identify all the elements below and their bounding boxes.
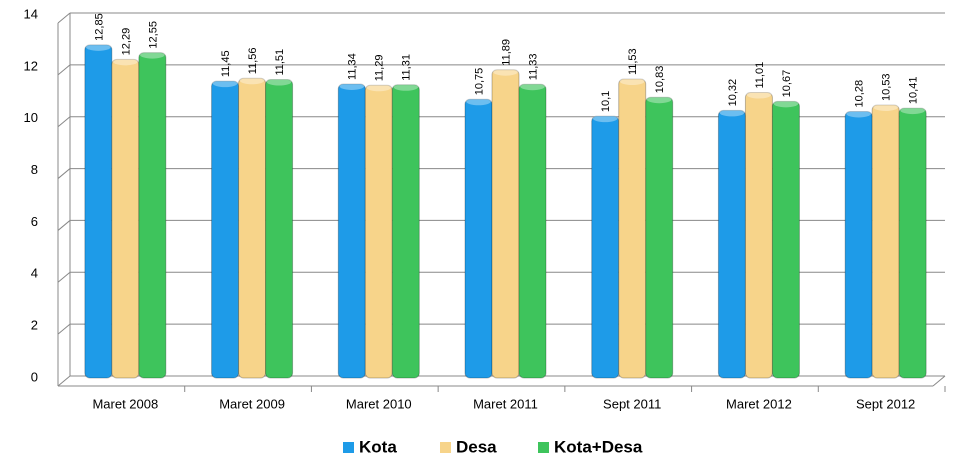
y-tick-label: 2 [31,318,38,333]
value-label: 10,67 [781,70,793,98]
bar-top [900,106,926,115]
bar [898,107,927,379]
bar-top [646,95,672,104]
bar-top [266,77,292,86]
x-tick-label: Maret 2009 [219,396,285,411]
value-label: 11,31 [401,54,413,81]
bar [771,100,800,379]
bar [844,110,873,379]
grid-line-depth [57,323,71,335]
bar [618,78,647,379]
bar-top [846,109,872,118]
bar [717,109,746,379]
bar-top [619,77,645,86]
value-label: 12,29 [120,28,132,56]
legend-label: Kota+Desa [554,437,643,456]
x-tick-label: Maret 2012 [726,396,792,411]
bar-top [520,82,545,91]
legend-swatch [343,442,354,453]
value-label: 11,01 [754,62,766,89]
bar [744,92,773,379]
bar-top [773,99,799,108]
value-label: 10,32 [727,79,739,107]
bar [84,44,113,379]
value-label: 11,34 [347,53,359,80]
grid-line-depth [57,220,71,231]
bar-top [493,67,518,76]
bar [211,80,240,379]
grid-line-depth [57,64,71,76]
bar [464,98,493,379]
value-label: 11,51 [274,49,286,76]
bar [364,84,393,379]
legend-swatch [440,442,451,453]
x-tick-label: Maret 2011 [473,396,538,411]
bar-top [393,82,419,91]
y-tick-label: 14 [24,6,38,21]
bar-top [239,76,265,85]
value-label: 11,53 [627,48,639,75]
bar-top [746,90,772,99]
value-label: 12,55 [147,21,159,49]
value-label: 10,83 [654,66,666,94]
bar-top [366,83,392,92]
bar-top [85,42,111,51]
bar [518,83,547,379]
value-label: 11,33 [527,54,539,81]
y-tick-label: 8 [31,162,38,177]
value-label: 12,85 [93,13,105,41]
x-tick-label: Maret 2010 [346,396,412,411]
grid-line-depth [57,271,71,283]
value-label: 11,56 [247,48,259,75]
bar [337,83,366,379]
x-tick-label: Sept 2012 [856,396,915,411]
legend-swatch [538,442,549,453]
x-axis-depth [932,375,946,387]
bar-top [212,79,238,88]
bar [871,104,900,379]
bar-top [112,57,138,66]
value-label: 10,53 [881,73,893,101]
grid-line-depth [57,375,71,387]
y-tick-label: 0 [31,369,38,384]
bar-top [719,108,745,117]
value-label: 11,45 [220,50,232,77]
bar [265,79,294,379]
bar-top [873,102,899,111]
y-tick-label: 12 [24,58,38,73]
bar [591,115,620,379]
grid-line-depth [57,12,71,24]
x-tick-label: Maret 2008 [92,396,158,411]
bar-top [466,97,491,106]
bar-top [592,114,618,123]
x-tick-label: Sept 2011 [603,396,661,411]
y-tick-label: 6 [31,214,38,229]
bar [645,96,674,379]
value-label: 10,75 [473,68,485,96]
bar [111,58,140,379]
y-tick-label: 10 [24,110,38,125]
bar-top [139,50,165,59]
bar [391,84,420,379]
bar [138,52,167,379]
value-label: 10,28 [854,80,866,108]
value-label: 10,41 [908,77,920,105]
bar [491,69,520,379]
y-tick-label: 4 [31,266,38,281]
value-label: 11,29 [374,55,386,82]
grid-line-depth [57,168,71,179]
grid-line-depth [57,116,71,128]
bar [238,77,267,379]
legend-label: Kota [359,437,397,456]
bar-top [339,81,365,90]
value-label: 10,1 [600,91,612,112]
value-label: 11,89 [500,39,512,66]
legend-label: Desa [456,437,497,456]
